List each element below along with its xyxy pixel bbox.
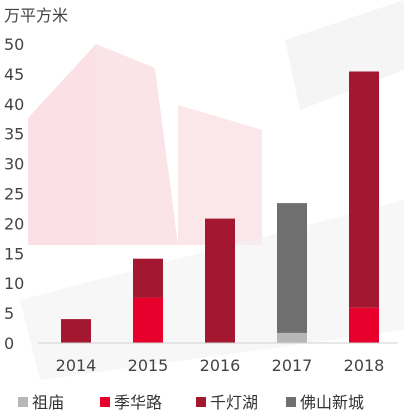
bar-segment-2016-2 [205,218,235,343]
y-tick-label: 0 [4,334,14,353]
legend-label: 季华路 [114,393,162,412]
bar-segment-2017-3 [277,203,307,333]
bar-segment-2018-2 [349,71,379,308]
x-tick-label: 2016 [200,356,241,375]
bar-segment-2017-0 [277,332,307,343]
y-tick-label: 35 [4,125,24,144]
unit-label: 万平方米 [4,6,68,25]
y-tick-label: 15 [4,244,24,263]
x-tick-label: 2017 [272,356,313,375]
bar-segment-2015-1 [133,297,163,343]
y-tick-label: 10 [4,274,24,293]
legend-swatch [18,397,28,407]
y-tick-label: 20 [4,214,24,233]
bar-segment-2015-2 [133,258,163,298]
legend-swatch [286,397,296,407]
x-axis: 2014 2015 2016 2017 2018 [38,342,398,375]
y-axis: 0 5 10 15 20 25 30 35 40 45 50 [4,35,24,353]
legend-swatch [196,397,206,407]
bars [61,71,379,343]
y-tick-label: 30 [4,155,24,174]
legend-label: 祖庙 [32,393,64,412]
y-tick-label: 50 [4,35,24,54]
legend-swatch [100,397,110,407]
y-tick-label: 25 [4,185,24,204]
y-tick-label: 5 [4,304,14,323]
x-tick-label: 2014 [56,356,97,375]
bar-segment-2018-1 [349,307,379,343]
bar-segment-2014-2 [61,319,91,343]
legend-label: 千灯湖 [210,393,258,412]
legend: 祖庙 季华路 千灯湖 佛山新城 [18,393,364,412]
y-tick-label: 40 [4,95,24,114]
x-tick-label: 2018 [344,356,385,375]
legend-label: 佛山新城 [300,393,364,412]
y-tick-label: 45 [4,65,24,84]
x-tick-label: 2015 [128,356,169,375]
